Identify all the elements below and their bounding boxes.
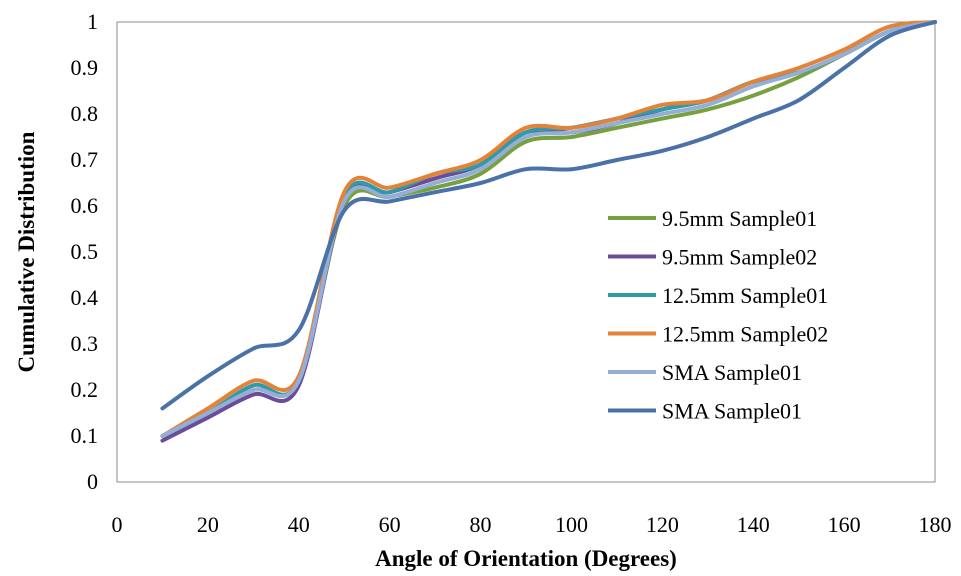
y-tick-label: 0: [87, 469, 98, 494]
y-tick-label: 0.1: [71, 423, 99, 448]
x-tick-label: 120: [646, 512, 679, 537]
x-tick-label: 140: [737, 512, 770, 537]
x-tick-label: 0: [112, 512, 123, 537]
y-tick-label: 0.8: [71, 101, 99, 126]
y-tick-label: 0.7: [71, 147, 99, 172]
x-tick-label: 20: [197, 512, 219, 537]
y-tick-label: 1: [87, 9, 98, 34]
legend-label: 9.5mm Sample02: [662, 245, 817, 270]
x-tick-label: 160: [828, 512, 861, 537]
x-tick-label: 180: [919, 512, 952, 537]
series-lines: [160, 20, 937, 443]
y-tick-label: 0.3: [71, 331, 99, 356]
x-axis-title: Angle of Orientation (Degrees): [375, 546, 677, 571]
legend: 9.5mm Sample01 9.5mm Sample02 12.5mm Sampl…: [608, 206, 828, 424]
series-line-6: [160, 20, 937, 411]
x-tick-labels: 0 20 40 60 80 100 120 140 160 180: [112, 512, 952, 537]
y-tick-label: 0.2: [71, 377, 99, 402]
x-tick-label: 40: [288, 512, 310, 537]
legend-label: 12.5mm Sample01: [662, 283, 828, 308]
y-tick-label: 0.6: [71, 193, 99, 218]
y-tick-label: 0.5: [71, 239, 99, 264]
y-tick-labels: 0 0.1 0.2 0.3 0.4 0.5 0.6 0.7 0.8 0.9 1: [71, 9, 99, 494]
legend-label: 12.5mm Sample02: [662, 322, 828, 347]
x-tick-label: 100: [555, 512, 588, 537]
x-tick-label: 80: [470, 512, 492, 537]
y-tick-label: 0.9: [71, 55, 99, 80]
legend-label: SMA Sample01: [662, 360, 802, 385]
y-axis-title: Cumulative Distribution: [14, 131, 39, 372]
legend-label: SMA Sample01: [662, 399, 802, 424]
series-line-4: [160, 20, 937, 438]
y-tick-label: 0.4: [71, 285, 99, 310]
series-line-5: [160, 20, 937, 438]
x-tick-label: 60: [379, 512, 401, 537]
legend-label: 9.5mm Sample01: [662, 206, 817, 231]
